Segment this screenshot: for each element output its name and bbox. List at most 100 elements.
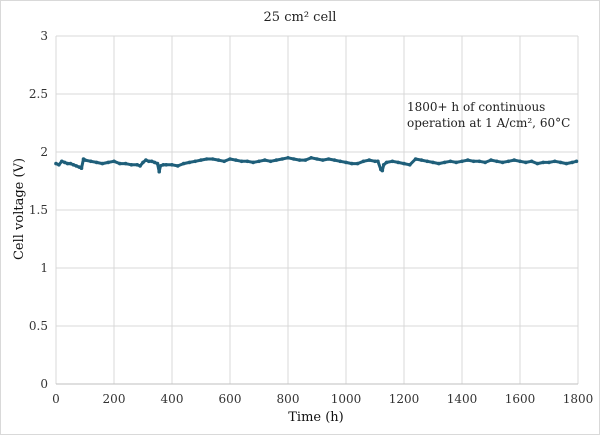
data-point [112, 159, 116, 164]
data-point [477, 159, 482, 164]
data-point [419, 158, 424, 162]
data-point [431, 160, 435, 165]
data-point [402, 161, 406, 166]
data-point [448, 159, 453, 164]
x-tick-label: 200 [103, 392, 126, 406]
data-point [222, 159, 226, 164]
x-tick-label: 600 [219, 392, 242, 406]
data-point [210, 157, 215, 161]
y-tick-label: 0.5 [29, 319, 48, 333]
data-point [529, 159, 534, 164]
data-point [71, 163, 76, 167]
data-point [495, 159, 499, 164]
data-point [135, 163, 139, 167]
data-point [158, 164, 163, 168]
x-tick-label: 400 [161, 392, 184, 406]
x-tick-label: 1200 [389, 392, 420, 406]
data-point [74, 164, 79, 168]
data-point [79, 166, 84, 170]
axes: 0 200 400 600 800 1000 1200 1400 1600 1800 0 0.5 1 1.… [29, 29, 593, 406]
data-point [471, 159, 476, 164]
data-point [390, 159, 395, 164]
data-point [263, 158, 267, 162]
data-point [535, 161, 540, 166]
annotation-line-2: operation at 1 A/cm², 60°C [407, 116, 570, 130]
data-point [205, 157, 209, 161]
data-point [396, 160, 401, 165]
data-point [62, 160, 67, 165]
x-tick-label: 1600 [505, 392, 536, 406]
data-point [373, 159, 377, 164]
data-point [518, 159, 522, 164]
data-point [321, 158, 325, 162]
data-point [361, 159, 366, 164]
data-point [141, 160, 145, 165]
data-point [144, 158, 148, 162]
data-point [367, 158, 372, 162]
data-point [541, 160, 545, 165]
data-point [251, 160, 255, 165]
data-point [332, 158, 337, 162]
data-point [425, 159, 430, 164]
data-point [292, 157, 296, 161]
data-point [89, 159, 93, 164]
data-point [553, 159, 557, 164]
data-point [129, 163, 134, 167]
data-point [381, 163, 386, 167]
data-point [155, 161, 160, 166]
data-point [408, 163, 412, 167]
data-point [355, 161, 360, 166]
data-point [460, 159, 464, 164]
data-point [216, 158, 221, 162]
data-point [199, 158, 203, 162]
data-point [350, 161, 354, 166]
data-point [442, 160, 447, 165]
data-point [234, 158, 238, 162]
x-tick-label: 1800 [563, 392, 594, 406]
grid [55, 35, 579, 385]
data-point [94, 160, 99, 165]
data-point [326, 157, 331, 161]
y-tick-label: 2.5 [29, 87, 48, 101]
data-point [65, 161, 70, 166]
data-point [152, 160, 157, 165]
annotation-line-1: 1800+ h of continuous [407, 100, 545, 114]
data-point [164, 163, 168, 167]
y-tick-label: 3 [40, 29, 48, 43]
data-point [187, 160, 192, 165]
data-point [547, 160, 551, 165]
data-point [68, 161, 73, 166]
x-axis-label: Time (h) [288, 410, 344, 425]
x-tick-label: 1400 [447, 392, 478, 406]
x-tick-label: 1000 [331, 392, 362, 406]
data-point [268, 159, 273, 164]
data-point [257, 159, 261, 164]
data-point [558, 160, 563, 165]
data-point [83, 158, 87, 162]
data-point [512, 158, 516, 162]
data-point [161, 163, 166, 167]
data-point [147, 159, 151, 164]
data-point [437, 161, 441, 166]
data-point [228, 157, 232, 161]
series-trace [55, 156, 577, 174]
data-point [344, 160, 348, 165]
data-point [303, 158, 308, 162]
data-point [297, 158, 302, 162]
data-point [309, 156, 314, 160]
data-point [506, 159, 511, 164]
data-point [157, 169, 161, 174]
data-point [149, 159, 154, 164]
data-point [118, 161, 122, 166]
data-point [489, 158, 493, 162]
data-point [574, 159, 579, 164]
data-point [245, 159, 250, 164]
data-point [564, 161, 569, 166]
x-tick-label: 800 [277, 392, 300, 406]
y-tick-label: 2 [40, 145, 48, 159]
y-tick-label: 0 [40, 377, 48, 391]
data-point [570, 160, 574, 165]
data-point [380, 168, 385, 173]
y-tick-label: 1.5 [29, 203, 48, 217]
